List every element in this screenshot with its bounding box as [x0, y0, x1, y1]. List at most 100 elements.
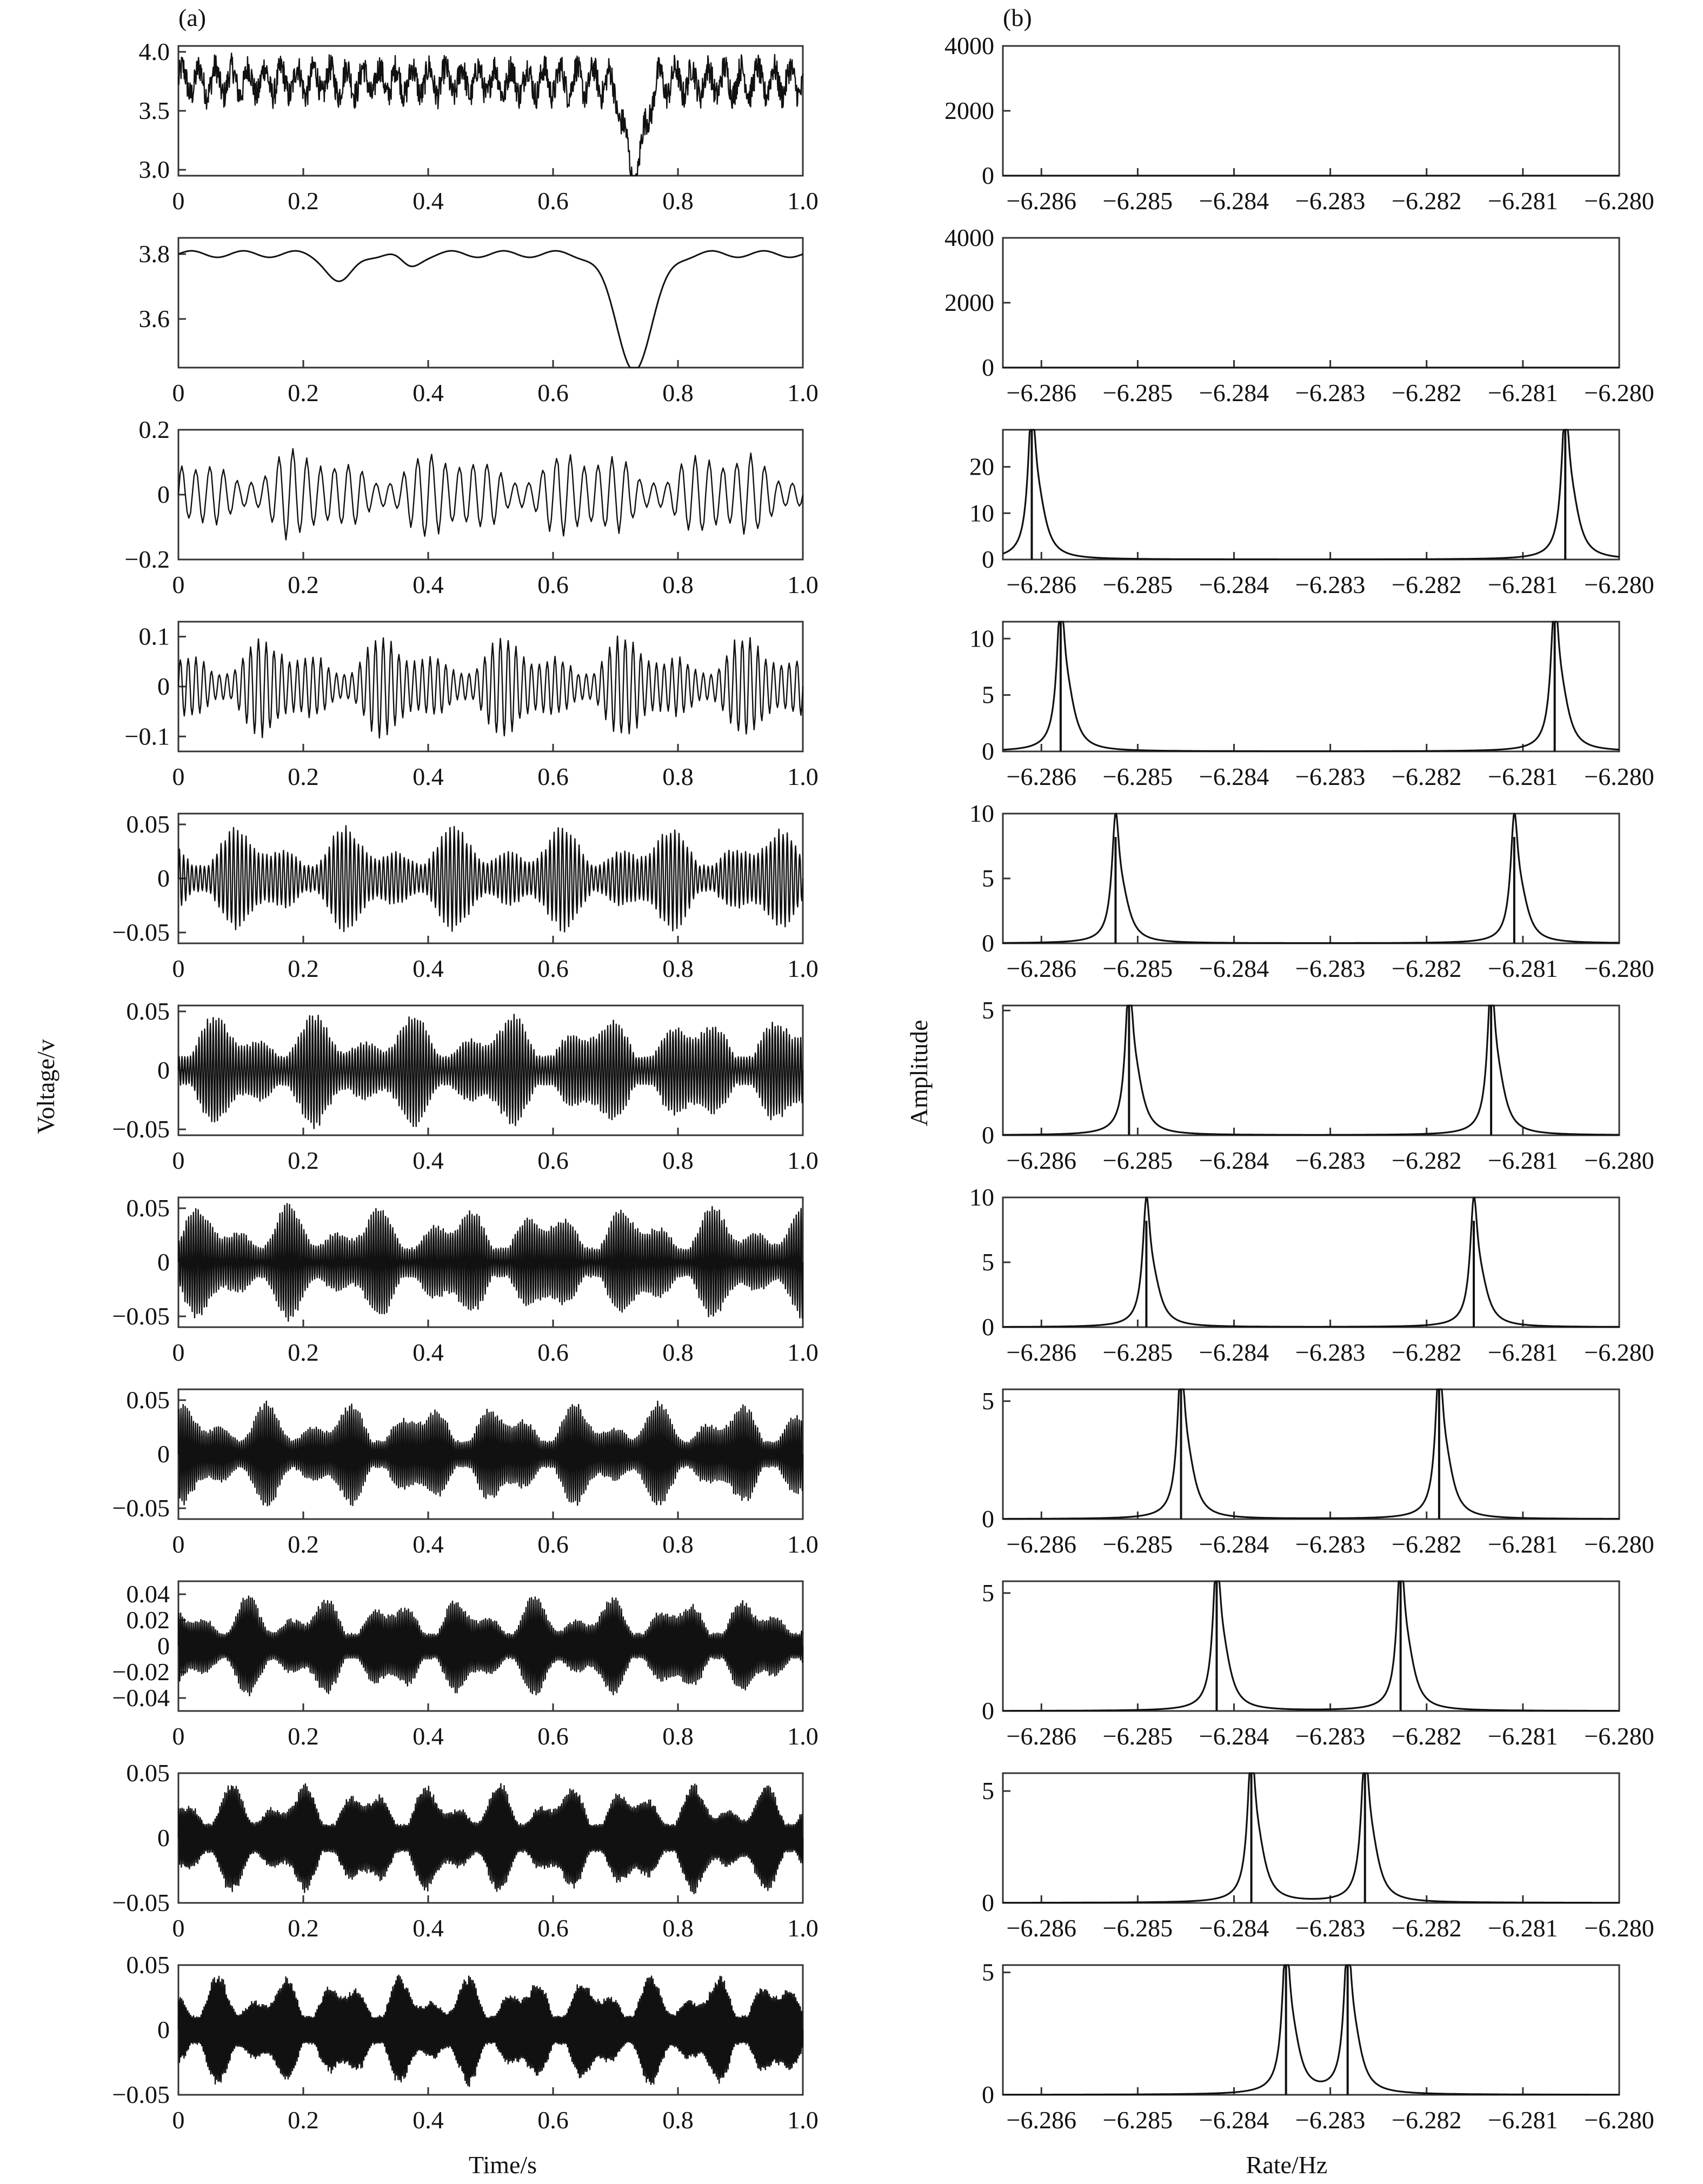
right-xtick-label: −6.283: [1295, 2106, 1365, 2134]
right-ytick-label: 5: [982, 681, 994, 709]
right-ytick-label: 5: [982, 1579, 994, 1607]
left-ytick-label: 4.0: [139, 38, 170, 65]
left-xtick-label: 0.8: [662, 763, 694, 790]
right-ytick-label: 0: [982, 2081, 994, 2108]
left-xtick-label: 0.6: [537, 187, 569, 215]
right-xtick-label: −6.282: [1392, 1339, 1461, 1366]
left-ytick-label: 0.05: [127, 997, 170, 1025]
left-ytick-label: 0.05: [127, 1951, 170, 1979]
right-ytick-label: 5: [982, 996, 994, 1024]
left-series-line-1: [177, 52, 804, 177]
right-xtick-label: −6.285: [1103, 1530, 1173, 1558]
right-xtick-label: −6.281: [1488, 1530, 1558, 1558]
right-spectrum-line-5: [1002, 813, 1620, 944]
left-xtick-label: 0.8: [662, 1530, 694, 1558]
left-subplot-1: 3.0 3.5 4.0 0 0.2 0.4 0.6 0.8 1.0: [139, 38, 819, 215]
left-xtick-label: 1.0: [787, 1339, 819, 1366]
right-xtick-label: −6.283: [1295, 1914, 1365, 1942]
right-plot-frame-4: [1002, 621, 1620, 753]
left-ytick-label: 0: [157, 672, 170, 700]
right-subplot-9: 0 5 −6.286 −6.285 −6.284 −6.283 −6.282 −6.281 −6…: [982, 1579, 1654, 1750]
right-ytick-label: 0: [982, 1313, 994, 1341]
right-xtick-label: −6.283: [1295, 1147, 1365, 1174]
right-subplot-11: 0 5 −6.286 −6.285 −6.284 −6.283 −6.282 −6.281 −6…: [982, 1959, 1654, 2134]
right-xtick-label: −6.285: [1103, 763, 1173, 790]
right-plot-frame-2: [1002, 237, 1620, 369]
left-xtick-label: 0.8: [662, 1339, 694, 1366]
right-ytick-label: 2000: [944, 97, 994, 124]
left-ytick-label: −0.05: [112, 2081, 170, 2108]
left-xtick-label: 0.6: [537, 1914, 569, 1942]
left-xtick-label: 0.6: [537, 571, 569, 598]
left-ytick-label: 0: [157, 1824, 170, 1852]
left-series-line-5: [177, 825, 804, 933]
right-xtick-label: −6.286: [1007, 1722, 1076, 1750]
left-xtick-label: 0.2: [288, 955, 319, 982]
right-ytick-label: 4000: [944, 32, 994, 59]
left-ytick-label: 0: [157, 1056, 170, 1084]
right-plot-frame-10: [1002, 1772, 1620, 1904]
right-xtick-label: −6.285: [1103, 2106, 1173, 2134]
right-subplot-8: 0 5 −6.286 −6.285 −6.284 −6.283 −6.282 −6.281 −6…: [982, 1387, 1654, 1558]
right-plot-frame-11: [1002, 1964, 1620, 2096]
right-xtick-label: −6.285: [1103, 379, 1173, 407]
left-ytick-label: −0.05: [112, 1494, 170, 1522]
left-xtick-label: 0: [172, 763, 185, 790]
left-xtick-label: 0.6: [537, 379, 569, 407]
right-ytick-label: 0: [982, 1889, 994, 1916]
left-ytick-label: 3.8: [139, 240, 170, 268]
left-xtick-label: 1.0: [787, 1147, 819, 1174]
right-xtick-label: −6.280: [1584, 1914, 1654, 1942]
right-xtick-label: −6.280: [1584, 1339, 1654, 1366]
right-xtick-label: −6.281: [1488, 1914, 1558, 1942]
right-xtick-label: −6.284: [1199, 1914, 1269, 1942]
right-xtick-label: −6.282: [1392, 955, 1461, 982]
left-ytick-label: −0.04: [112, 1684, 170, 1712]
left-xtick-label: 0: [172, 1339, 185, 1366]
left-xtick-label: 0.2: [288, 763, 319, 790]
right-xtick-label: −6.285: [1103, 1722, 1173, 1750]
left-ytick-label: −0.05: [112, 918, 170, 946]
right-xtick-label: −6.284: [1199, 955, 1269, 982]
left-ytick-label: 0.2: [139, 416, 170, 443]
right-ytick-label: 0: [982, 545, 994, 573]
left-ytick-label: 0.05: [127, 810, 170, 838]
right-plot-frame-6: [1002, 1004, 1620, 1136]
right-y-axis-label: Amplitude: [905, 1020, 933, 1127]
left-xtick-label: 1.0: [787, 2106, 819, 2134]
left-xtick-label: 1.0: [787, 379, 819, 407]
right-xtick-label: −6.283: [1295, 379, 1365, 407]
right-ytick-label: 5: [982, 1387, 994, 1415]
left-xtick-label: 0.6: [537, 763, 569, 790]
left-series-line-7: [177, 1203, 804, 1322]
right-xtick-label: −6.286: [1007, 1914, 1076, 1942]
left-xtick-label: 0.4: [413, 1722, 444, 1750]
left-xtick-label: 0.8: [662, 187, 694, 215]
right-ytick-label: 10: [969, 1183, 994, 1211]
right-xtick-label: −6.283: [1295, 1722, 1365, 1750]
left-xtick-label: 0: [172, 1147, 185, 1174]
right-xtick-label: −6.282: [1392, 1147, 1461, 1174]
left-xtick-label: 0.8: [662, 1722, 694, 1750]
left-ytick-label: 0: [157, 481, 170, 508]
left-xtick-label: 0.8: [662, 571, 694, 598]
left-series-line-8: [177, 1400, 804, 1507]
left-ytick-label: 0.05: [127, 1194, 170, 1222]
left-ytick-label: 0: [157, 1248, 170, 1276]
left-xtick-label: 1.0: [787, 187, 819, 215]
left-xtick-label: 0: [172, 955, 185, 982]
right-subplot-7: 0 5 10 −6.286 −6.285 −6.284 −6.283 −6.282 −6.281…: [969, 1183, 1654, 1366]
left-ytick-label: −0.05: [112, 1302, 170, 1330]
right-xtick-label: −6.280: [1584, 763, 1654, 790]
left-xtick-label: 0: [172, 2106, 185, 2134]
right-ytick-label: 10: [969, 800, 994, 827]
left-xtick-label: 0.4: [413, 1530, 444, 1558]
left-series-line-2: [178, 250, 803, 369]
left-xtick-label: 0.4: [413, 1147, 444, 1174]
left-y-axis-label: Voltage/v: [32, 1039, 59, 1134]
left-subplot-2: 3.6 3.8 0 0.2 0.4 0.6 0.8 1.0: [139, 237, 819, 407]
right-xtick-label: −6.280: [1584, 955, 1654, 982]
